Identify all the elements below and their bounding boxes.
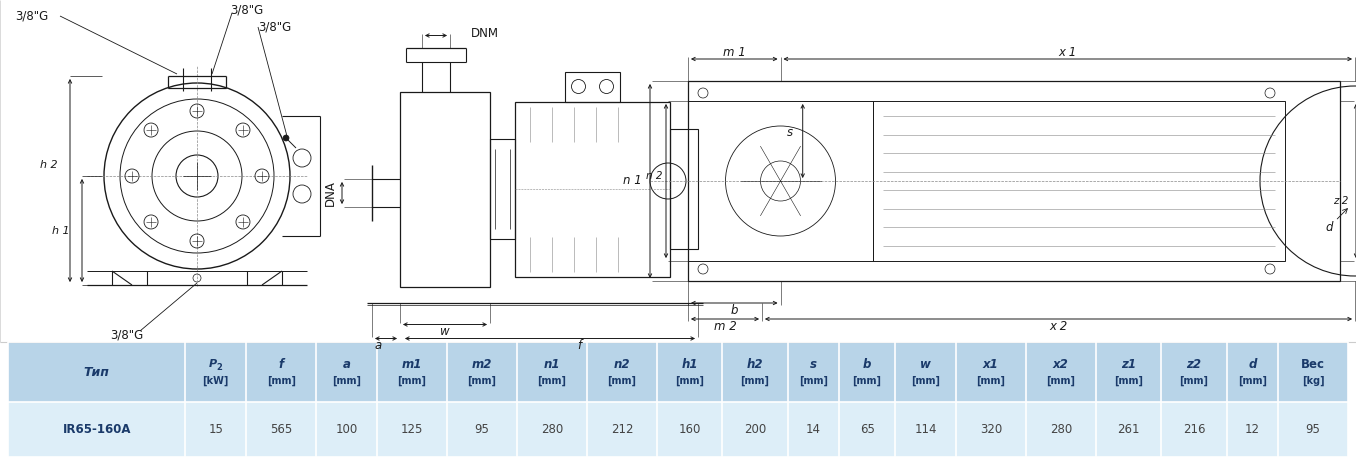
Text: x 1: x 1 (1059, 45, 1077, 58)
Text: [mm]: [mm] (911, 376, 940, 386)
Text: 12: 12 (1245, 423, 1260, 436)
Text: m2: m2 (472, 358, 492, 370)
Bar (400, 91, 490, 286)
Bar (8, 402, 1348, 457)
Text: s: s (786, 127, 793, 140)
Text: [mm]: [mm] (397, 376, 426, 386)
Text: n 2: n 2 (645, 171, 662, 181)
Text: [mm]: [mm] (976, 376, 1005, 386)
Text: 216: 216 (1182, 423, 1205, 436)
Bar (687, 81, 1340, 281)
Bar (670, 129, 698, 249)
Text: 65: 65 (860, 423, 875, 436)
Text: 95: 95 (1306, 423, 1321, 436)
Text: 2: 2 (217, 363, 222, 371)
Text: 280: 280 (541, 423, 563, 436)
Text: 100: 100 (335, 423, 358, 436)
Text: m1: m1 (401, 358, 422, 370)
Text: 200: 200 (744, 423, 766, 436)
Text: z 2: z 2 (1333, 196, 1348, 206)
Circle shape (283, 135, 289, 141)
Text: [mm]: [mm] (468, 376, 496, 386)
Bar (565, 72, 620, 101)
Text: [mm]: [mm] (607, 376, 636, 386)
Text: [mm]: [mm] (537, 376, 567, 386)
Text: z2: z2 (1186, 358, 1201, 370)
Text: h1: h1 (682, 358, 698, 370)
Text: d: d (1248, 358, 1257, 370)
Text: Вес: Вес (1300, 358, 1325, 370)
Text: b: b (731, 304, 738, 318)
Text: z1: z1 (1121, 358, 1136, 370)
Text: P: P (209, 359, 217, 369)
Text: [mm]: [mm] (1115, 376, 1143, 386)
Text: [kg]: [kg] (1302, 376, 1325, 386)
Text: b: b (862, 358, 872, 370)
Text: Тип: Тип (84, 365, 110, 379)
Text: 160: 160 (678, 423, 701, 436)
Text: [kW]: [kW] (202, 376, 229, 386)
Bar (873, 101, 1285, 261)
Text: [mm]: [mm] (853, 376, 881, 386)
Text: m 1: m 1 (723, 45, 746, 58)
Text: DNA: DNA (324, 180, 338, 206)
Text: 95: 95 (475, 423, 490, 436)
Text: n 1: n 1 (624, 174, 641, 187)
Text: 114: 114 (914, 423, 937, 436)
Text: 280: 280 (1050, 423, 1073, 436)
Text: f: f (278, 358, 283, 370)
Text: n1: n1 (544, 358, 560, 370)
Text: 3/8"G: 3/8"G (258, 21, 292, 34)
Text: x1: x1 (983, 358, 999, 370)
Text: w: w (919, 358, 930, 370)
Text: a: a (343, 358, 350, 370)
Text: [mm]: [mm] (1180, 376, 1208, 386)
Bar (515, 101, 670, 276)
Text: x 2: x 2 (1050, 320, 1067, 334)
Text: f: f (576, 339, 582, 352)
Text: DNM: DNM (471, 27, 499, 40)
Bar (687, 101, 873, 261)
Bar (490, 139, 515, 239)
Text: [mm]: [mm] (740, 376, 770, 386)
Text: IR65-160A: IR65-160A (62, 423, 132, 436)
Text: s: s (810, 358, 816, 370)
Text: 3/8"G: 3/8"G (15, 10, 49, 22)
Text: [mm]: [mm] (1047, 376, 1075, 386)
Text: 565: 565 (270, 423, 293, 436)
Text: 3/8"G: 3/8"G (110, 329, 144, 341)
Text: [mm]: [mm] (1238, 376, 1267, 386)
Text: h 1: h 1 (53, 225, 71, 235)
Text: [mm]: [mm] (799, 376, 829, 386)
Text: 15: 15 (209, 423, 224, 436)
Text: [mm]: [mm] (267, 376, 296, 386)
Text: x2: x2 (1054, 358, 1069, 370)
Text: 3/8"G: 3/8"G (231, 4, 263, 17)
Text: [mm]: [mm] (332, 376, 361, 386)
Text: 320: 320 (979, 423, 1002, 436)
Text: 14: 14 (805, 423, 820, 436)
Text: 212: 212 (610, 423, 633, 436)
Text: [mm]: [mm] (675, 376, 704, 386)
Text: n2: n2 (614, 358, 631, 370)
Bar (8, 342, 1348, 402)
Text: 261: 261 (1117, 423, 1140, 436)
Text: a: a (374, 339, 381, 352)
Text: h2: h2 (747, 358, 763, 370)
Text: h 2: h 2 (41, 161, 58, 170)
Text: m 2: m 2 (713, 320, 736, 334)
Text: d: d (1325, 209, 1348, 234)
Text: 125: 125 (400, 423, 423, 436)
Text: w: w (441, 325, 450, 338)
